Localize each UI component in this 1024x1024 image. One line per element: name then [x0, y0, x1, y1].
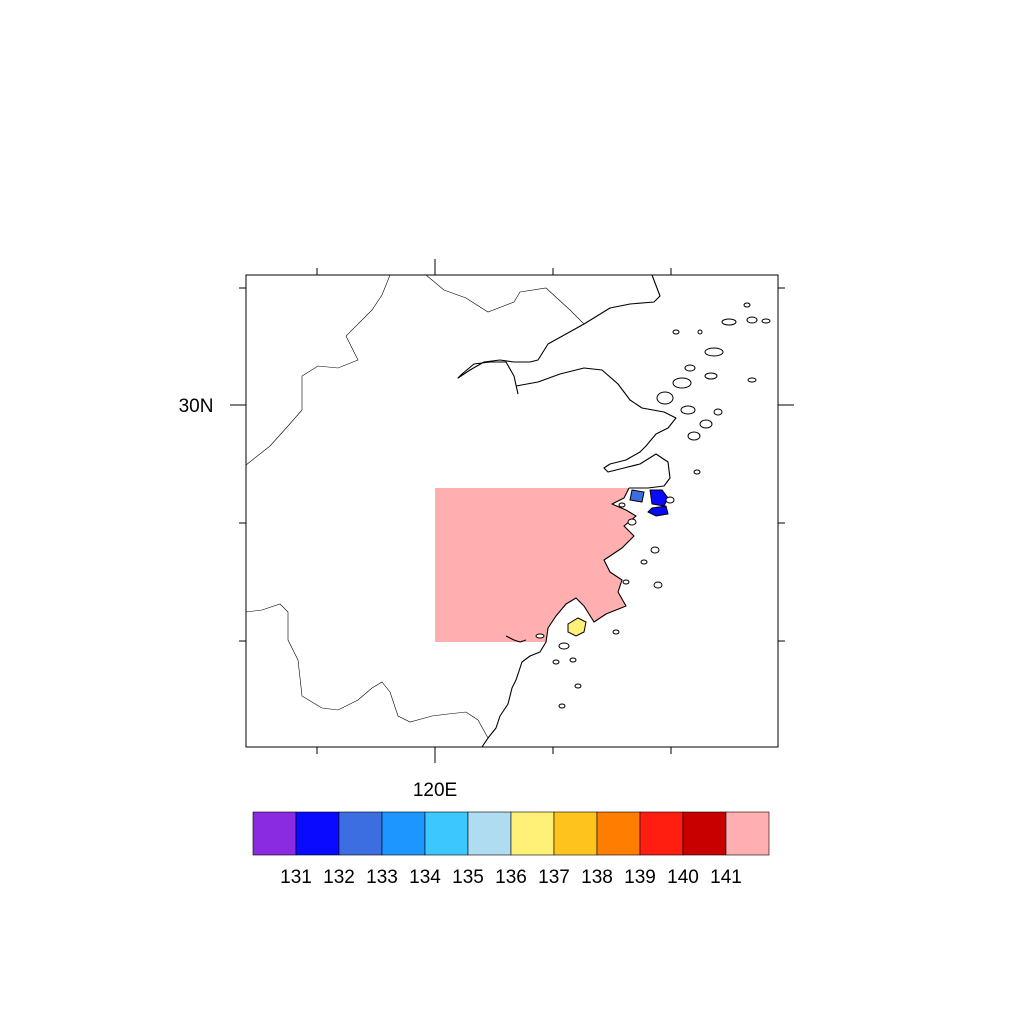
colorbar-label: 138: [581, 867, 613, 888]
colorbar-label: 131: [280, 867, 312, 888]
colorbar-swatch: [553, 811, 598, 856]
colorbar-label: 140: [667, 867, 699, 888]
colorbar-label: 133: [366, 867, 398, 888]
islands: [535, 302, 771, 709]
province-borders: [245, 274, 585, 748]
latitude-label-30n: 30N: [179, 396, 214, 417]
colorbar-swatch: [682, 811, 727, 856]
island-blue-1: [649, 489, 669, 507]
colorbar-label: 137: [538, 867, 570, 888]
island-blue-2: [629, 489, 645, 503]
colorbar: 131 132 133 134 135 136 137 138 139 140 141: [252, 811, 770, 888]
colorbar-swatch: [424, 811, 469, 856]
colorbar-label: 141: [710, 867, 742, 888]
colorbar-swatch: [381, 811, 426, 856]
tick-marks: [230, 259, 794, 763]
colorbar-swatch: [252, 811, 297, 856]
colorbar-label: 135: [452, 867, 484, 888]
colorbar-label: 136: [495, 867, 527, 888]
longitude-label-120e: 120E: [413, 780, 457, 801]
colorbar-swatch: [639, 811, 684, 856]
colorbar-label: 139: [624, 867, 656, 888]
colorbar-swatch: [295, 811, 340, 856]
colorbar-swatch: [596, 811, 641, 856]
colorbar-label: 134: [409, 867, 441, 888]
colorbar-swatch: [510, 811, 555, 856]
island-yellow: [567, 617, 587, 637]
island-blue-3: [647, 505, 669, 517]
coastline: [457, 274, 677, 748]
colorbar-label: 132: [323, 867, 355, 888]
contour-field: [435, 488, 636, 642]
colorbar-swatch: [467, 811, 512, 856]
colorbar-swatch: [725, 811, 770, 856]
colorbar-swatch: [338, 811, 383, 856]
